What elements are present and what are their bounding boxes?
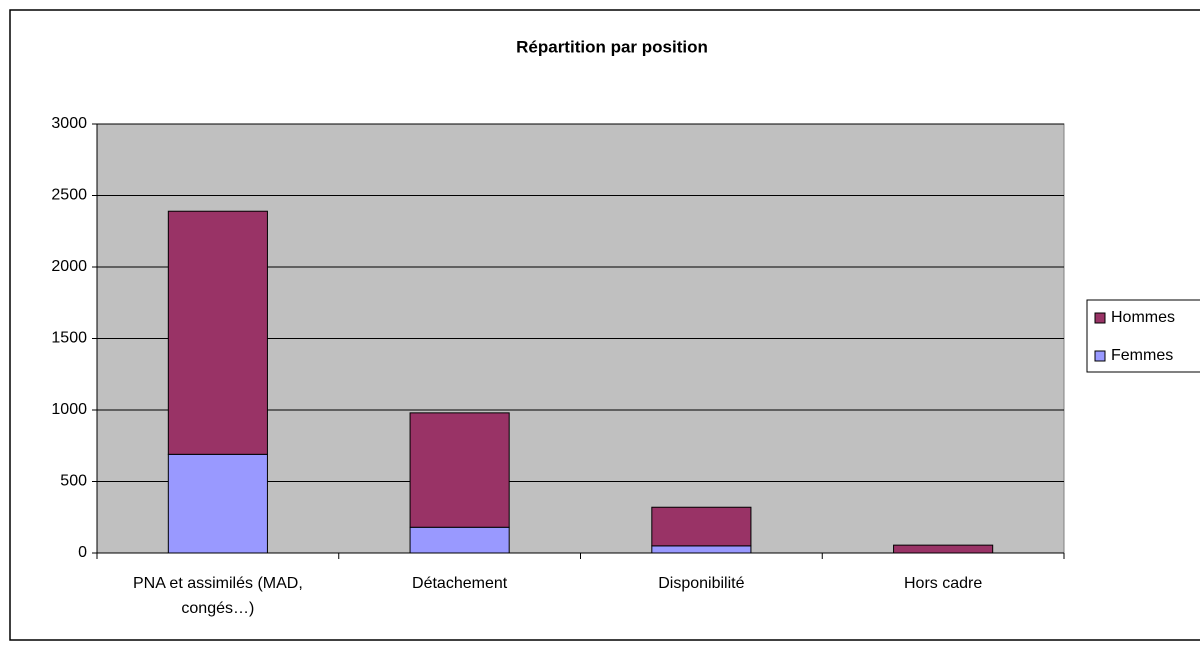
y-tick-label: 3000 [51, 115, 87, 132]
chart-title: Répartition par position [516, 37, 708, 56]
legend-box [1086, 299, 1200, 373]
bar-segment [167, 453, 268, 554]
x-tick-label: PNA et assimilés (MAD, congés…) [132, 575, 303, 617]
x-tick-label: Détachement [412, 575, 508, 592]
bar-segment [409, 412, 510, 528]
y-tick-label: 1000 [51, 401, 87, 418]
y-tick-label: 2000 [51, 258, 87, 275]
legend-swatch [1094, 312, 1106, 324]
y-tick-label: 0 [78, 544, 87, 561]
bar-segment [409, 526, 510, 554]
legend-swatch [1094, 350, 1106, 362]
y-tick-label: 500 [60, 473, 87, 490]
x-tick-label: Hors cadre [904, 575, 983, 592]
y-tick-label: 2500 [51, 187, 87, 204]
bar-segment [893, 544, 994, 554]
legend-label: Femmes [1111, 347, 1173, 364]
legend-label: Hommes [1111, 309, 1175, 326]
y-tick-label: 1500 [51, 330, 87, 347]
bar-segment [651, 545, 752, 554]
x-tick-label: Disponibilité [658, 575, 745, 592]
bar-segment [167, 210, 268, 455]
bar-segment [651, 506, 752, 547]
